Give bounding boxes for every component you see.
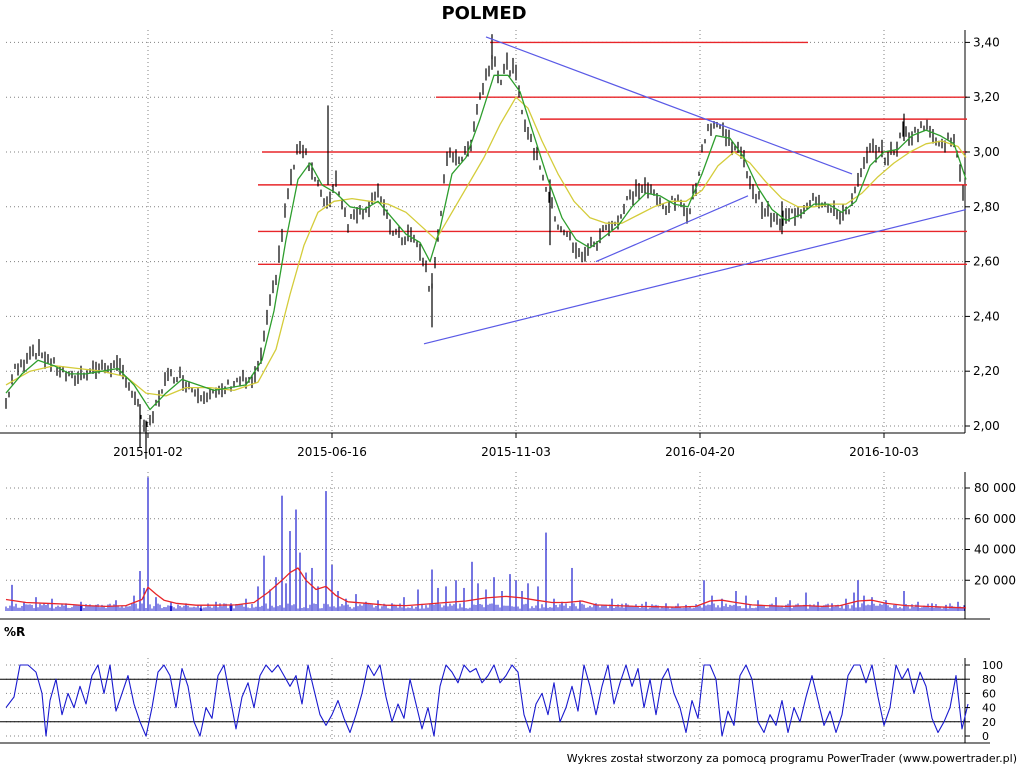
trendline bbox=[595, 195, 749, 263]
date-axis: 2015-01-02 2015-06-16 2015-11-03 2016-04-20… bbox=[113, 433, 919, 459]
williams-r-tick-label: 80 bbox=[982, 673, 996, 686]
volume-average bbox=[5, 567, 967, 609]
date-tick-label: 2016-04-20 bbox=[665, 445, 735, 459]
williams-r-tick-label: 20 bbox=[982, 716, 996, 729]
trendlines bbox=[423, 36, 967, 345]
chart-title: POLMED bbox=[441, 3, 526, 24]
date-tick-label: 2015-06-16 bbox=[297, 445, 367, 459]
volume-average-line bbox=[5, 567, 967, 609]
price-tick-label: 2,80 bbox=[973, 200, 1000, 214]
price-axis: 3,40 3,20 3,00 2,80 2,60 2,40 2,20 2,00 bbox=[965, 35, 1000, 433]
williams-r-tick-label: 100 bbox=[982, 659, 1003, 672]
long-moving-average bbox=[5, 96, 967, 397]
williams-r-grid bbox=[0, 658, 990, 744]
footer-credit: Wykres został stworzony za pomocą progra… bbox=[567, 752, 1017, 765]
price-tick-label: 3,00 bbox=[973, 145, 1000, 159]
volume-bars bbox=[5, 477, 965, 611]
williams-r-tick-label: 60 bbox=[982, 687, 996, 700]
price-tick-label: 2,20 bbox=[973, 364, 1000, 378]
williams-r-tick-label: 40 bbox=[982, 702, 996, 715]
trendline bbox=[485, 36, 853, 175]
volume-grid bbox=[0, 472, 990, 620]
date-tick-label: 2016-10-03 bbox=[849, 445, 919, 459]
volume-axis: 80 000 60 000 40 000 20 000 bbox=[965, 481, 1016, 587]
short-moving-average bbox=[5, 74, 967, 411]
volume-tick-label: 80 000 bbox=[974, 481, 1016, 495]
price-tick-label: 2,40 bbox=[973, 309, 1000, 323]
price-tick-label: 2,60 bbox=[973, 255, 1000, 269]
williams-r-label: %R bbox=[4, 625, 25, 639]
support-resistance-lines bbox=[258, 41, 967, 266]
williams-r-line bbox=[5, 664, 969, 737]
williams-r-series bbox=[5, 664, 969, 737]
williams-r-tick-label: 0 bbox=[982, 730, 989, 743]
price-tick-label: 2,00 bbox=[973, 419, 1000, 433]
volume-tick-label: 20 000 bbox=[974, 573, 1016, 587]
price-tick-label: 3,20 bbox=[973, 90, 1000, 104]
price-tick-label: 3,40 bbox=[973, 35, 1000, 49]
volume-tick-label: 40 000 bbox=[974, 543, 1016, 557]
price-panel: 3,40 3,20 3,00 2,80 2,60 2,40 2,20 2,00 2015-01… bbox=[0, 30, 1000, 459]
volume-tick-label: 60 000 bbox=[974, 512, 1016, 526]
trendline bbox=[423, 208, 967, 345]
volume-panel: 80 000 60 000 40 000 20 000 bbox=[0, 472, 1016, 620]
date-tick-label: 2015-01-02 bbox=[113, 445, 183, 459]
date-tick-label: 2015-11-03 bbox=[481, 445, 551, 459]
moving-averages bbox=[5, 74, 967, 411]
